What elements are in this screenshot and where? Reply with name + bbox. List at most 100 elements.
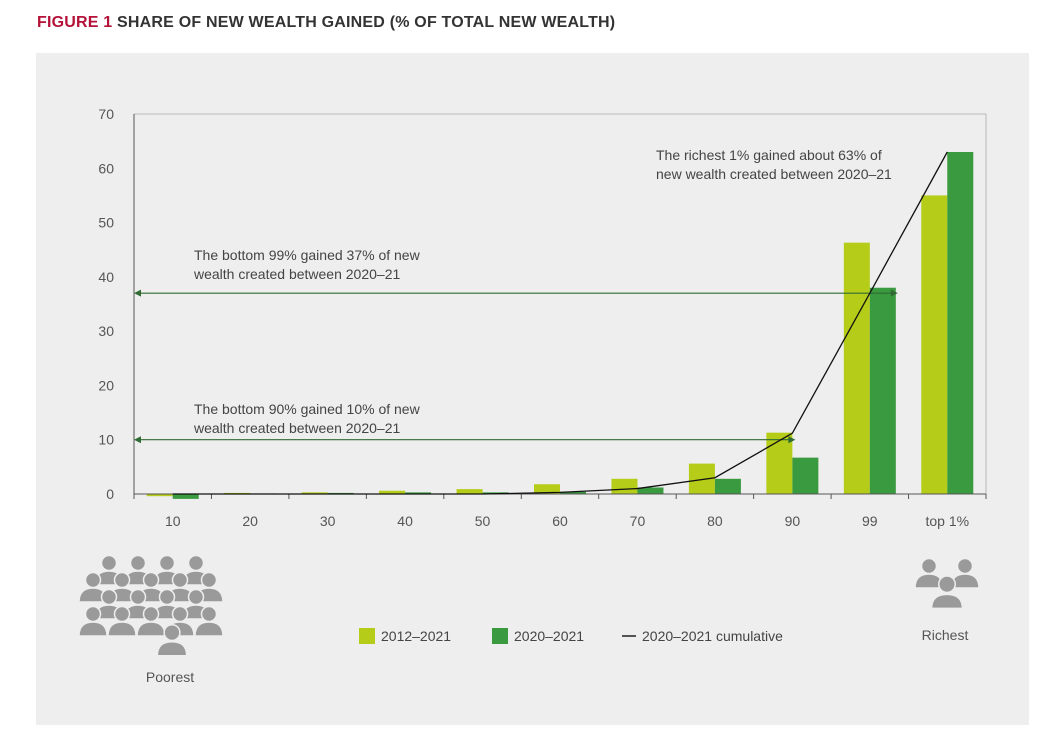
person-head (129, 588, 147, 606)
person-head (142, 571, 160, 589)
double-arrow (134, 289, 898, 297)
person-body (136, 621, 166, 637)
richest-group-icon (914, 557, 980, 610)
arrow-head-right (788, 436, 796, 444)
x-tick-label: 80 (707, 513, 723, 529)
person-head (920, 557, 938, 575)
person-head (100, 554, 118, 572)
person-icon (156, 623, 188, 657)
bar-2020-2021 (869, 287, 896, 494)
annotation-text: new wealth created between 2020–21 (656, 166, 892, 182)
person-body (930, 593, 964, 610)
y-tick-label: 30 (98, 323, 114, 339)
y-tick-label: 0 (106, 486, 114, 502)
legend-label-2020-2021: 2020–2021 (514, 628, 584, 644)
figure-title: FIGURE 1 SHARE OF NEW WEALTH GAINED (% O… (37, 14, 615, 32)
x-tick-label: 90 (785, 513, 801, 529)
bar-2020-2021 (792, 457, 819, 494)
y-tick-label: 20 (98, 377, 114, 393)
annotation-text: wealth created between 2020–21 (193, 420, 400, 436)
y-tick-label: 10 (98, 432, 114, 448)
poorest-label: Poorest (146, 669, 194, 685)
person-head (163, 623, 181, 642)
annotation-text: The richest 1% gained about 63% of (656, 147, 882, 163)
legend-swatch-2020-2021 (492, 628, 508, 644)
cumulative-line (172, 151, 948, 495)
bar-2020-2021 (947, 152, 974, 494)
person-head (158, 554, 176, 572)
bar-2020-2021 (637, 487, 664, 494)
annotations: The richest 1% gained about 63% of new we… (193, 147, 892, 436)
annotation-text: The bottom 90% gained 10% of new (194, 401, 421, 417)
poorest-group-icon (78, 554, 224, 657)
richest-label: Richest (922, 627, 969, 643)
x-tick-label: 50 (475, 513, 491, 529)
person-icon (78, 605, 108, 637)
person-body (194, 621, 224, 637)
x-tick-label: 99 (862, 513, 878, 529)
y-tick-label: 40 (98, 269, 114, 285)
person-head (142, 605, 160, 623)
legend: 2012–2021 2020–2021 2020–2021 cumulative (359, 628, 783, 644)
double-arrow (134, 436, 796, 444)
people-icons: Poorest Richest (78, 554, 980, 685)
figure-title-text: SHARE OF NEW WEALTH GAINED (% OF TOTAL N… (117, 14, 616, 31)
person-head (100, 588, 118, 606)
person-head (171, 571, 189, 589)
person-icon (914, 557, 944, 589)
legend-swatch-2012-2021 (359, 628, 375, 644)
bar-2020-2021 (714, 478, 741, 494)
figure-title-lead: FIGURE 1 (37, 14, 113, 31)
y-tick-label: 50 (98, 215, 114, 231)
person-head (129, 554, 147, 572)
x-axis-ticks: 10 20 30 40 50 60 70 80 90 99 top 1% (165, 513, 969, 529)
y-tick-label: 60 (98, 160, 114, 176)
cumulative-line-group (172, 151, 948, 495)
x-tick-label: 10 (165, 513, 181, 529)
person-body (78, 621, 108, 637)
person-icon (930, 575, 964, 610)
arrow-head-right (890, 289, 898, 297)
legend-label-cumulative: 2020–2021 cumulative (642, 628, 783, 644)
wealth-share-chart: 0 10 20 30 40 50 60 70 10 20 30 40 50 60 70 80 90 99 top … (78, 106, 987, 685)
person-head (187, 588, 205, 606)
person-head (200, 605, 218, 623)
person-head (113, 605, 131, 623)
arrow-head-left (134, 289, 141, 297)
annotation-arrows (134, 289, 898, 444)
x-tick-label: 70 (630, 513, 646, 529)
person-icon (78, 571, 108, 603)
person-head (187, 554, 205, 572)
person-head (113, 571, 131, 589)
person-head (938, 575, 956, 594)
person-body (156, 640, 188, 657)
person-head (84, 605, 102, 623)
bar-2020-2021 (172, 494, 199, 499)
bar-2012-2021 (921, 195, 948, 494)
bar-2012-2021 (843, 242, 870, 494)
bar-2012-2021 (146, 494, 173, 497)
arrow-head-left (134, 436, 141, 444)
x-tick-label: 30 (320, 513, 336, 529)
legend-label-2012-2021: 2012–2021 (381, 628, 451, 644)
person-icon (950, 557, 980, 589)
annotation-text: The bottom 99% gained 37% of new (194, 247, 421, 263)
x-tick-label: 60 (552, 513, 568, 529)
x-tick-label: 20 (242, 513, 258, 529)
annotation-text: wealth created between 2020–21 (193, 266, 400, 282)
bar-2012-2021 (611, 478, 638, 494)
person-head (200, 571, 218, 589)
bar-2012-2021 (379, 490, 406, 494)
x-tick-label: top 1% (925, 513, 969, 529)
bars (146, 152, 974, 499)
y-axis-ticks: 0 10 20 30 40 50 60 70 (98, 106, 114, 502)
person-head (956, 557, 974, 575)
person-body (107, 621, 137, 637)
person-head (158, 588, 176, 606)
x-tick-label: 40 (397, 513, 413, 529)
y-tick-label: 70 (98, 106, 114, 122)
bar-2012-2021 (456, 489, 483, 494)
bar-2012-2021 (766, 432, 793, 494)
bar-2020-2021 (405, 492, 432, 494)
bar-2012-2021 (534, 484, 560, 494)
